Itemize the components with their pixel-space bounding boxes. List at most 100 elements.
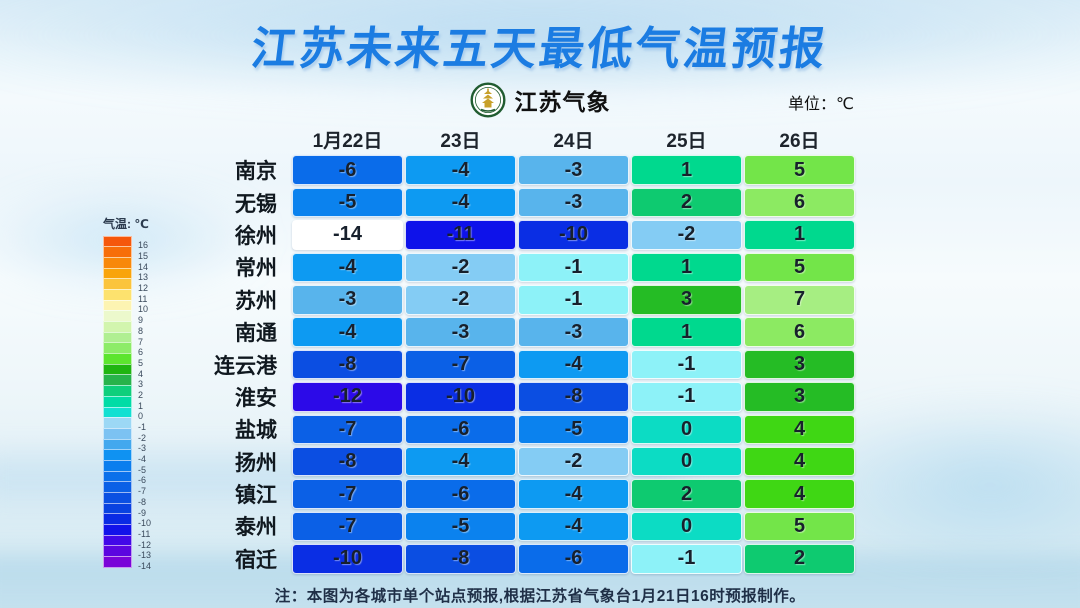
temperature-cell: 1	[631, 155, 742, 185]
legend-label: -1	[138, 422, 147, 433]
legend-label: 8	[138, 325, 144, 336]
legend-entry: -14	[103, 556, 160, 571]
temperature-cell: -10	[405, 382, 516, 412]
temperature-cell: 2	[631, 187, 742, 218]
city-label: 徐州	[235, 224, 277, 248]
table-row: 无锡 -5 -4 -3 2 6	[187, 186, 859, 218]
temperature-cell: -8	[292, 349, 403, 380]
legend-label: 1	[138, 400, 144, 411]
temperature-cell: 0	[631, 414, 742, 445]
temperature-legend: 气温: ℃ 16 15 14 13 12 11 10 9 8 7 6 5 4 3 2 1 0 -1 -2 -3 -4 -5…	[103, 215, 160, 571]
table-row: 南通 -4 -3 -3 1 6	[187, 316, 859, 348]
legend-label: 5	[138, 357, 144, 368]
temperature-cell: -8	[405, 544, 516, 574]
city-label: 无锡	[235, 192, 277, 216]
legend-label: -6	[138, 475, 147, 486]
temperature-cell: -1	[631, 382, 742, 412]
legend-label: 15	[138, 251, 149, 262]
temperature-cell: -2	[405, 285, 516, 315]
legend-label: -7	[138, 486, 147, 497]
temperature-cell: 6	[744, 317, 855, 347]
table-row: 镇江 -7 -6 -4 2 4	[187, 478, 859, 510]
temperature-cell: 2	[631, 479, 742, 509]
temperature-cell: -4	[405, 187, 516, 218]
temperature-cell: -4	[405, 446, 516, 477]
table-row: 连云港 -8 -7 -4 -1 3	[187, 348, 859, 380]
forecast-table: 1月22日 23日 24日 25日 26日 南京 -6 -4 -3 1 5 无锡 -5 -4 -3 2 6 徐州…	[187, 126, 859, 575]
temperature-cell: -12	[292, 382, 403, 412]
legend-label: 4	[138, 368, 144, 379]
temperature-cell: -10	[292, 544, 403, 574]
temperature-cell: -7	[292, 414, 403, 445]
temperature-cell: -8	[518, 382, 629, 412]
temperature-cell: -11	[405, 220, 516, 250]
column-header: 1月22日	[312, 131, 383, 152]
city-label: 常州	[235, 257, 277, 281]
temperature-cell: 4	[744, 479, 855, 509]
column-header: 25日	[666, 131, 707, 152]
temperature-cell: -4	[292, 252, 403, 283]
temperature-cell: -2	[518, 446, 629, 477]
temperature-cell: -6	[405, 414, 516, 445]
temperature-cell: -6	[292, 155, 403, 185]
temperature-cell: -5	[405, 511, 516, 542]
legend-label: -8	[138, 496, 147, 507]
legend-label: 10	[138, 304, 149, 315]
temperature-cell: -3	[292, 285, 403, 315]
temperature-cell: -2	[405, 252, 516, 283]
logo-text: 江苏气象	[514, 89, 611, 115]
table-row: 泰州 -7 -5 -4 0 5	[187, 510, 859, 542]
temperature-cell: 5	[744, 155, 855, 185]
city-label: 镇江	[235, 484, 277, 508]
legend-label: -9	[138, 507, 147, 518]
table-body: 南京 -6 -4 -3 1 5 无锡 -5 -4 -3 2 6 徐州 -14 -11 -10 -2 1 常州 -4 -2…	[187, 154, 859, 575]
temperature-cell: -10	[518, 220, 629, 250]
jiangsu-meteorology-logo-icon	[470, 82, 505, 118]
temperature-cell: 3	[744, 349, 855, 380]
temperature-cell: -1	[631, 544, 742, 574]
table-row: 常州 -4 -2 -1 1 5	[187, 251, 859, 283]
temperature-cell: -7	[292, 479, 403, 509]
temperature-cell: -7	[405, 349, 516, 380]
legend-label: -4	[138, 454, 147, 465]
legend-label: -12	[138, 539, 152, 550]
temperature-cell: 2	[744, 544, 855, 574]
temperature-cell: -2	[631, 220, 742, 250]
table-row: 宿迁 -10 -8 -6 -1 2	[187, 543, 859, 575]
city-label: 南通	[235, 322, 277, 346]
legend-label: 2	[138, 389, 144, 400]
city-label: 宿迁	[235, 548, 277, 572]
legend-label: -10	[138, 518, 152, 529]
temperature-cell: -4	[292, 317, 403, 347]
table-row: 淮安 -12 -10 -8 -1 3	[187, 381, 859, 413]
temperature-cell: -4	[518, 349, 629, 380]
temperature-cell: 7	[744, 285, 855, 315]
legend-entries: 16 15 14 13 12 11 10 9 8 7 6 5 4 3 2 1 0 -1 -2 -3 -4 -5 -6 -7 -8…	[103, 235, 160, 571]
temperature-cell: 4	[744, 446, 855, 477]
temperature-cell: -3	[405, 317, 516, 347]
legend-entry: 16	[103, 235, 160, 251]
temperature-cell: 0	[631, 446, 742, 477]
temperature-cell: 1	[744, 220, 855, 250]
legend-title: 气温: ℃	[103, 217, 149, 231]
temperature-cell: 1	[631, 317, 742, 347]
temperature-cell: -4	[405, 155, 516, 185]
legend-label: 16	[138, 240, 149, 251]
table-header: 1月22日 23日 24日 25日 26日	[187, 126, 859, 153]
unit-label: 单位：℃	[788, 96, 854, 113]
table-row: 徐州 -14 -11 -10 -2 1	[187, 219, 859, 251]
temperature-cell: -1	[631, 349, 742, 380]
legend-label: -13	[138, 550, 152, 561]
legend-label: -11	[138, 528, 151, 539]
temperature-cell: -3	[518, 187, 629, 218]
table-row: 盐城 -7 -6 -5 0 4	[187, 413, 859, 445]
temperature-cell: 5	[744, 511, 855, 542]
temperature-cell: -1	[518, 285, 629, 315]
legend-label: 7	[138, 336, 144, 347]
temperature-cell: -8	[292, 446, 403, 477]
logo: 江苏气象	[0, 82, 1080, 118]
legend-label: -5	[138, 464, 147, 475]
column-header: 24日	[553, 131, 594, 152]
temperature-cell: -5	[292, 187, 403, 218]
